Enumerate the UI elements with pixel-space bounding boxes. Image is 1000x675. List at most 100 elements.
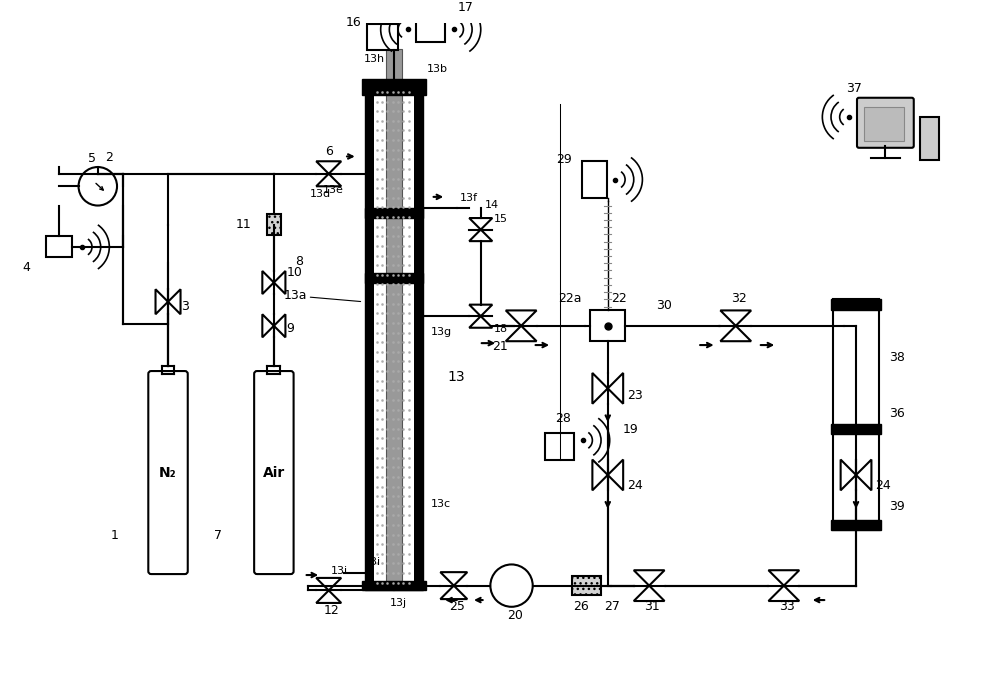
Bar [367, 24, 398, 50]
Bar [590, 310, 625, 341]
Text: 12: 12 [324, 604, 340, 618]
Circle shape [79, 167, 117, 205]
Polygon shape [316, 578, 341, 591]
Polygon shape [156, 290, 168, 315]
Text: 27: 27 [604, 599, 620, 613]
Polygon shape [634, 570, 665, 586]
Text: Air: Air [263, 466, 285, 479]
Polygon shape [440, 572, 467, 586]
Bar [833, 299, 879, 530]
Text: 13h: 13h [363, 54, 384, 64]
Text: 13j: 13j [389, 598, 406, 608]
Polygon shape [316, 161, 341, 173]
Text: 17: 17 [458, 1, 474, 14]
Text: 13b: 13b [427, 63, 448, 74]
Text: 11: 11 [235, 217, 251, 231]
Polygon shape [768, 570, 799, 586]
Text: 23: 23 [627, 389, 643, 402]
Text: 2: 2 [105, 151, 113, 164]
Text: 37: 37 [846, 82, 862, 95]
Text: 39: 39 [889, 500, 904, 514]
Text: 14: 14 [485, 200, 499, 211]
Text: 26: 26 [573, 599, 589, 613]
Polygon shape [469, 218, 492, 230]
Text: 28: 28 [555, 412, 571, 425]
Text: 4: 4 [23, 261, 31, 274]
Bar [572, 576, 601, 595]
FancyBboxPatch shape [857, 98, 914, 148]
Bar [46, 236, 72, 257]
Polygon shape [592, 460, 608, 490]
Text: 33: 33 [779, 599, 795, 613]
Text: 13i: 13i [363, 558, 380, 568]
Polygon shape [634, 586, 665, 601]
Polygon shape [841, 460, 856, 490]
Text: 10: 10 [286, 266, 302, 279]
Text: 13: 13 [447, 369, 465, 383]
Text: 13g: 13g [431, 327, 452, 338]
Text: 13a: 13a [283, 289, 307, 302]
Bar [416, 16, 445, 43]
Polygon shape [608, 460, 623, 490]
Text: 7: 7 [214, 529, 222, 542]
Text: 25: 25 [449, 599, 465, 613]
Polygon shape [506, 310, 537, 326]
Text: 22: 22 [612, 292, 627, 304]
Polygon shape [469, 316, 492, 328]
Text: N₂: N₂ [159, 466, 177, 479]
Bar [362, 80, 426, 95]
Circle shape [490, 564, 533, 607]
Bar [582, 161, 607, 198]
Polygon shape [720, 310, 751, 326]
Polygon shape [262, 271, 274, 294]
Bar [365, 209, 423, 218]
Bar [374, 87, 414, 589]
Polygon shape [274, 315, 285, 338]
Polygon shape [592, 373, 608, 404]
Bar [831, 520, 881, 530]
Text: 6: 6 [325, 145, 333, 159]
Polygon shape [856, 460, 871, 490]
Text: 9: 9 [286, 323, 294, 335]
Text: 1: 1 [110, 529, 118, 542]
Bar [365, 273, 423, 283]
Bar [831, 299, 881, 310]
Polygon shape [506, 326, 537, 341]
Polygon shape [274, 271, 285, 294]
Text: 13f: 13f [460, 192, 478, 202]
Bar [362, 580, 426, 591]
Text: 29: 29 [556, 153, 572, 166]
Polygon shape [469, 230, 492, 241]
Polygon shape [262, 315, 274, 338]
Text: 30: 30 [656, 299, 672, 313]
Text: 24: 24 [627, 479, 643, 492]
FancyBboxPatch shape [254, 371, 294, 574]
Text: 20: 20 [507, 609, 523, 622]
Bar [386, 49, 402, 587]
Polygon shape [168, 290, 181, 315]
Text: 13i: 13i [331, 566, 348, 576]
Text: 13e: 13e [323, 185, 344, 195]
Text: 15: 15 [494, 214, 508, 224]
Text: 34: 34 [839, 299, 854, 313]
Text: 24: 24 [875, 479, 891, 492]
Polygon shape [768, 586, 799, 601]
Text: 19: 19 [623, 423, 639, 437]
Bar [365, 85, 423, 591]
Polygon shape [316, 591, 341, 603]
Bar [831, 424, 881, 433]
Text: 21: 21 [492, 340, 508, 353]
Text: 3: 3 [181, 300, 189, 313]
Text: 31: 31 [644, 599, 660, 613]
Polygon shape [608, 373, 623, 404]
Text: 32: 32 [731, 292, 747, 304]
Text: 8: 8 [295, 255, 303, 268]
Polygon shape [316, 173, 341, 186]
Text: 22a: 22a [558, 292, 581, 304]
Bar [864, 107, 904, 141]
Text: 5: 5 [88, 152, 96, 165]
Text: 13d: 13d [309, 189, 331, 199]
Polygon shape [440, 586, 467, 599]
Text: 38: 38 [889, 351, 905, 364]
Text: 13c: 13c [431, 499, 451, 509]
